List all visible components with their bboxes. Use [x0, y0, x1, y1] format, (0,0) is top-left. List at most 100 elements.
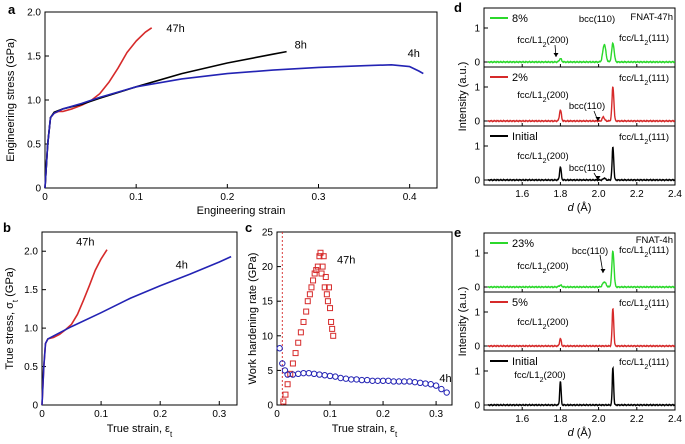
- annotation-rest: (111): [648, 245, 669, 256]
- peak-annotation: bcc(110): [569, 101, 605, 112]
- y-tick-label: 0: [474, 176, 480, 187]
- data-point-4h: [427, 381, 434, 388]
- series-label-47h: 47h: [76, 237, 94, 249]
- legend-label: 23%: [512, 238, 534, 250]
- x-axis-label: True strain, εt: [332, 423, 398, 439]
- peak-annotation: bcc(110): [569, 163, 605, 174]
- data-point-4h: [401, 378, 408, 385]
- y-tick-label: 1: [474, 24, 480, 35]
- y-tick-label: 0: [474, 58, 480, 69]
- y-tick-label: 2.0: [24, 247, 38, 258]
- x-tick-label: 0.2: [376, 409, 390, 420]
- x-tick-label: 0.4: [403, 192, 417, 203]
- data-point-4h: [300, 369, 307, 377]
- peak-annotation: bcc(110): [572, 246, 608, 257]
- series-47h-line: [41, 249, 108, 406]
- y-tick-label: 20: [262, 262, 274, 273]
- annotation-rest: (200): [547, 317, 569, 328]
- series-4h-line: [41, 255, 232, 406]
- legend-label: 5%: [512, 297, 528, 309]
- peak-annotation: fcc/L12(200): [514, 370, 565, 384]
- spectrum-5%: [487, 307, 676, 348]
- peak-annotation: fcc/L12(111): [619, 73, 669, 87]
- x-axis-label-var: d: [568, 202, 575, 214]
- x-tick-label: 1.6: [515, 189, 529, 200]
- x-tick-label: 0.1: [129, 192, 143, 203]
- data-point-47h: [327, 305, 334, 312]
- x-tick-label: 0.3: [312, 192, 326, 203]
- data-point-47h: [328, 318, 335, 325]
- y-tick-label: 0: [474, 401, 480, 412]
- y-tick-label: 0: [474, 117, 480, 128]
- legend-label: 2%: [512, 72, 528, 84]
- spectrum-Initial: [487, 365, 676, 407]
- annotation-rest: (200): [547, 90, 569, 101]
- x-tick-label: 0.1: [323, 409, 337, 420]
- annotation-rest: (200): [547, 35, 569, 46]
- panel-label-a: a: [8, 2, 16, 17]
- data-point-47h: [287, 370, 294, 377]
- x-tick-label: 0.3: [212, 409, 226, 420]
- y-axis-label: Intensity (a.u.): [457, 287, 469, 357]
- data-point-47h: [295, 339, 302, 346]
- annotation-rest: (111): [648, 33, 669, 44]
- y-tick-label: 0: [35, 184, 41, 195]
- data-point-4h: [316, 371, 323, 378]
- data-point-4h: [337, 374, 344, 382]
- data-point-4h: [390, 378, 397, 385]
- annotation-arrowhead: [600, 269, 606, 273]
- data-point-4h: [416, 379, 424, 387]
- x-tick-label: 0: [42, 192, 48, 203]
- data-point-4h: [326, 372, 334, 380]
- data-point-47h: [280, 398, 287, 405]
- x-tick-label: 2.4: [668, 414, 682, 425]
- plot-frame: [41, 231, 238, 406]
- data-point-4h: [385, 377, 392, 384]
- y-tick-label: 1.5: [24, 285, 38, 296]
- x-tick-label: 0: [39, 409, 45, 420]
- annotation-sub: 2: [644, 252, 648, 259]
- y-tick-label: 0.5: [24, 362, 38, 373]
- y-tick-label: 0: [474, 342, 480, 353]
- y-axis-label: Engineering stress (GPa): [5, 38, 17, 162]
- data-point-4h: [358, 376, 366, 384]
- y-tick-label: 2.0: [27, 8, 41, 19]
- data-point-47h: [308, 284, 315, 291]
- x-tick-label: 0.2: [153, 409, 167, 420]
- data-point-47h: [323, 291, 330, 298]
- plot-frame: [276, 231, 453, 406]
- spectrum-8%: [487, 41, 676, 64]
- data-point-47h: [289, 360, 296, 367]
- series-4h-line: [44, 64, 424, 189]
- data-point-47h: [300, 318, 307, 325]
- x-axis-label-sub: t: [170, 430, 173, 439]
- data-point-47h: [304, 298, 311, 305]
- annotation-rest: (200): [547, 261, 569, 272]
- y-tick-label: 1: [474, 367, 480, 378]
- data-point-4h: [342, 375, 350, 382]
- data-point-4h: [379, 377, 387, 384]
- y-tick-label: 1.5: [27, 52, 41, 63]
- x-tick-label: 0.1: [94, 409, 108, 420]
- y-tick-label: 1: [474, 142, 480, 153]
- plot-frame: [44, 11, 438, 189]
- data-point-47h: [306, 291, 313, 298]
- x-tick-label: 2.4: [668, 189, 682, 200]
- data-point-4h: [406, 378, 413, 385]
- x-tick-label: 2.2: [630, 189, 644, 200]
- y-tick-label: 5: [267, 366, 273, 377]
- data-point-47h: [303, 308, 310, 315]
- x-axis-label-var: d: [568, 427, 575, 439]
- data-point-47h: [317, 249, 324, 256]
- panel-label-e: e: [454, 225, 461, 240]
- annotation-sub: 2: [644, 139, 648, 146]
- x-tick-label: 2.2: [630, 414, 644, 425]
- peak-annotation: fcc/L12(111): [619, 33, 669, 47]
- y-axis-label: Intensity (a.u.): [457, 62, 469, 132]
- x-tick-label: 2.0: [592, 189, 606, 200]
- data-point-4h: [374, 377, 381, 384]
- panel-label-b: b: [3, 220, 11, 235]
- data-point-4h: [438, 385, 445, 393]
- data-point-4h: [279, 360, 286, 367]
